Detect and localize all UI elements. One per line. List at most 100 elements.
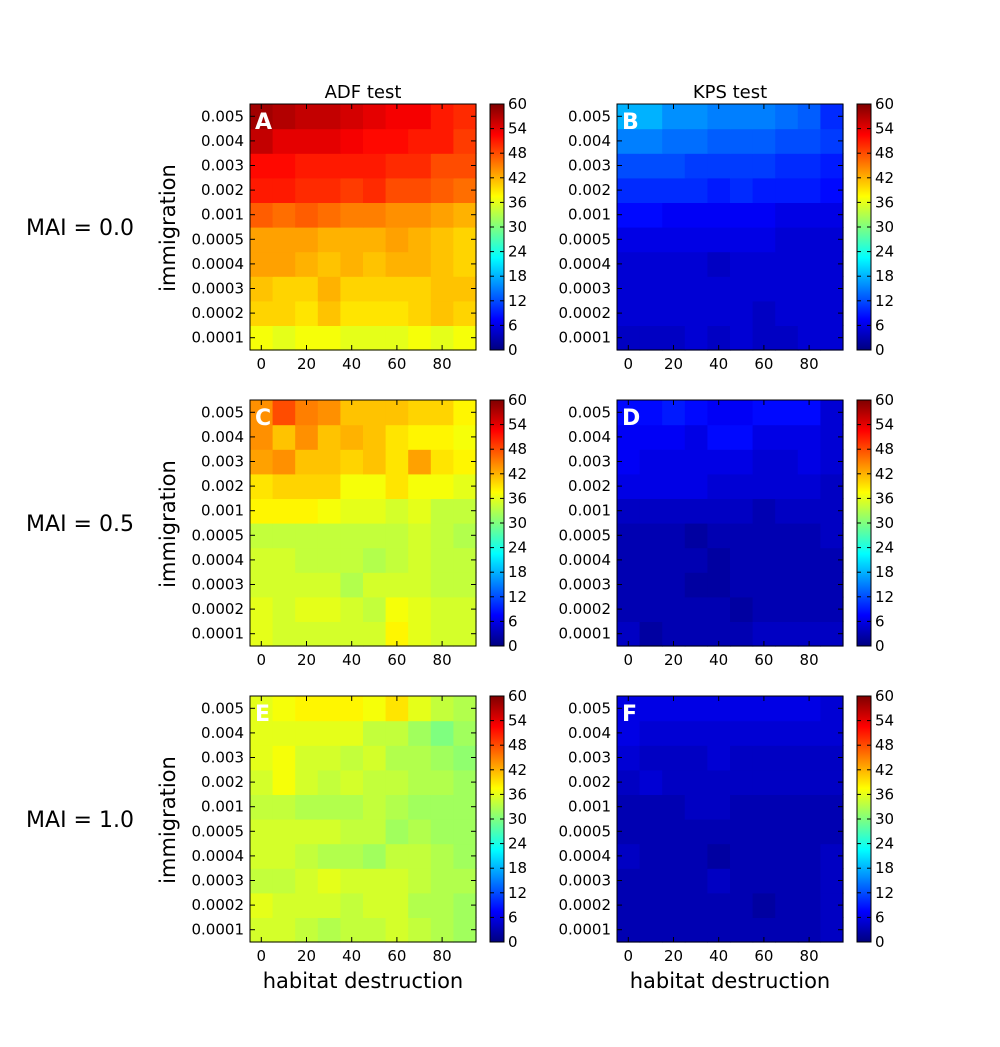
x-tick-label: 60	[387, 355, 406, 373]
heatmap-cell	[272, 424, 296, 450]
y-tick-label: 0.003	[568, 453, 611, 471]
colorbar-tick-label: 24	[875, 243, 894, 261]
heatmap-cell	[662, 745, 686, 771]
heatmap-cell	[820, 177, 844, 203]
colorbar-tick-label: 42	[508, 761, 527, 779]
heatmap-cell	[684, 769, 708, 795]
heatmap-cell	[385, 473, 409, 499]
heatmap-cell	[684, 473, 708, 499]
heatmap-cell	[820, 128, 844, 154]
heatmap-cell	[752, 449, 776, 475]
heatmap-cell	[340, 498, 364, 524]
heatmap-cell	[707, 769, 731, 795]
heatmap-cell	[272, 251, 296, 277]
heatmap-cell	[317, 128, 341, 154]
heatmap-cell	[453, 819, 477, 845]
heatmap-cell	[617, 843, 641, 869]
heatmap-cell	[617, 596, 641, 622]
x-tick-label: 20	[664, 355, 683, 373]
heatmap-cell	[775, 621, 799, 647]
heatmap-cell	[340, 621, 364, 647]
heatmap-cell	[684, 449, 708, 475]
heatmap-cell	[408, 177, 432, 203]
heatmap-cell	[272, 892, 296, 918]
heatmap-cell	[617, 547, 641, 573]
heatmap-cell	[363, 473, 387, 499]
y-tick-label: 0.005	[201, 699, 244, 717]
y-tick-label: 0.0001	[192, 329, 245, 347]
heatmap-cell	[385, 449, 409, 475]
heatmap-cell	[250, 917, 274, 943]
heatmap-cell	[295, 473, 319, 499]
heatmap-panel-c: C 0.0001 0.0002 0.0003 0.0004 0.0005 0.001 0.00…	[192, 391, 528, 669]
heatmap-cell	[250, 892, 274, 918]
y-tick-label: 0.0002	[559, 304, 612, 322]
heatmap-cell	[453, 596, 477, 622]
heatmap-cell	[662, 104, 686, 130]
heatmap-cell	[430, 720, 454, 746]
colorbar-tick-label: 6	[875, 316, 885, 334]
heatmap-cell	[617, 498, 641, 524]
heatmap-cell	[662, 621, 686, 647]
heatmap-panel-b: B 0.0001 0.0002 0.0003 0.0004 0.0005 0.001 0.00…	[559, 95, 895, 373]
colorbar-tick-label: 42	[875, 465, 894, 483]
heatmap-cell	[430, 227, 454, 253]
heatmap-cell	[408, 523, 432, 549]
heatmap-cell	[317, 473, 341, 499]
heatmap-cell	[430, 202, 454, 228]
heatmap-cell	[340, 424, 364, 450]
heatmap-cell	[662, 572, 686, 598]
heatmap-cell	[317, 892, 341, 918]
heatmap-cell	[617, 720, 641, 746]
heatmap-cell	[317, 696, 341, 722]
colorbar-tick-label: 12	[508, 884, 527, 902]
heatmap-cell	[820, 104, 844, 130]
heatmap-panel-d: D 0.0001 0.0002 0.0003 0.0004 0.0005 0.001 0.00…	[559, 391, 895, 669]
heatmap-cell	[317, 794, 341, 820]
heatmap-cell	[250, 572, 274, 598]
colorbar-tick-label: 48	[508, 440, 527, 458]
heatmap-cell	[662, 400, 686, 426]
colorbar-tick-label: 30	[875, 810, 894, 828]
y-tick-label: 0.0003	[559, 280, 612, 298]
heatmap-cell	[453, 892, 477, 918]
colorbar-tick-label: 48	[508, 736, 527, 754]
heatmap-cell	[662, 449, 686, 475]
y-tick-label: 0.002	[201, 477, 244, 495]
heatmap-cell	[430, 745, 454, 771]
heatmap-cell	[730, 104, 754, 130]
x-tick-label: 80	[433, 355, 452, 373]
heatmap-cell	[408, 621, 432, 647]
x-tick-label: 60	[387, 947, 406, 965]
heatmap-cell	[707, 819, 731, 845]
heatmap-cell	[295, 276, 319, 302]
heatmap-cell	[707, 523, 731, 549]
heatmap-cell	[820, 523, 844, 549]
heatmap-cell	[363, 769, 387, 795]
heatmap-cell	[317, 745, 341, 771]
heatmap-cell	[385, 498, 409, 524]
heatmap-cell	[363, 917, 387, 943]
heatmap-cell	[340, 128, 364, 154]
heatmap-cell	[250, 720, 274, 746]
heatmap-cell	[617, 202, 641, 228]
heatmap-cell	[317, 498, 341, 524]
colorbar-tick-label: 48	[508, 144, 527, 162]
heatmap-cell	[707, 202, 731, 228]
heatmap-cell	[752, 523, 776, 549]
y-tick-label: 0.0005	[559, 230, 612, 248]
heatmap-cell	[707, 696, 731, 722]
heatmap-cell	[797, 104, 821, 130]
heatmap-cell	[775, 819, 799, 845]
heatmap-cell	[752, 276, 776, 302]
heatmap-cell	[752, 843, 776, 869]
heatmap-cell	[707, 572, 731, 598]
heatmap-cell	[775, 227, 799, 253]
heatmap-cell	[797, 572, 821, 598]
heatmap-cell	[295, 892, 319, 918]
y-tick-label: 0.004	[201, 428, 244, 446]
heatmap-cell	[408, 769, 432, 795]
heatmap-cell	[730, 769, 754, 795]
heatmap-cell	[385, 819, 409, 845]
heatmap-cell	[662, 794, 686, 820]
